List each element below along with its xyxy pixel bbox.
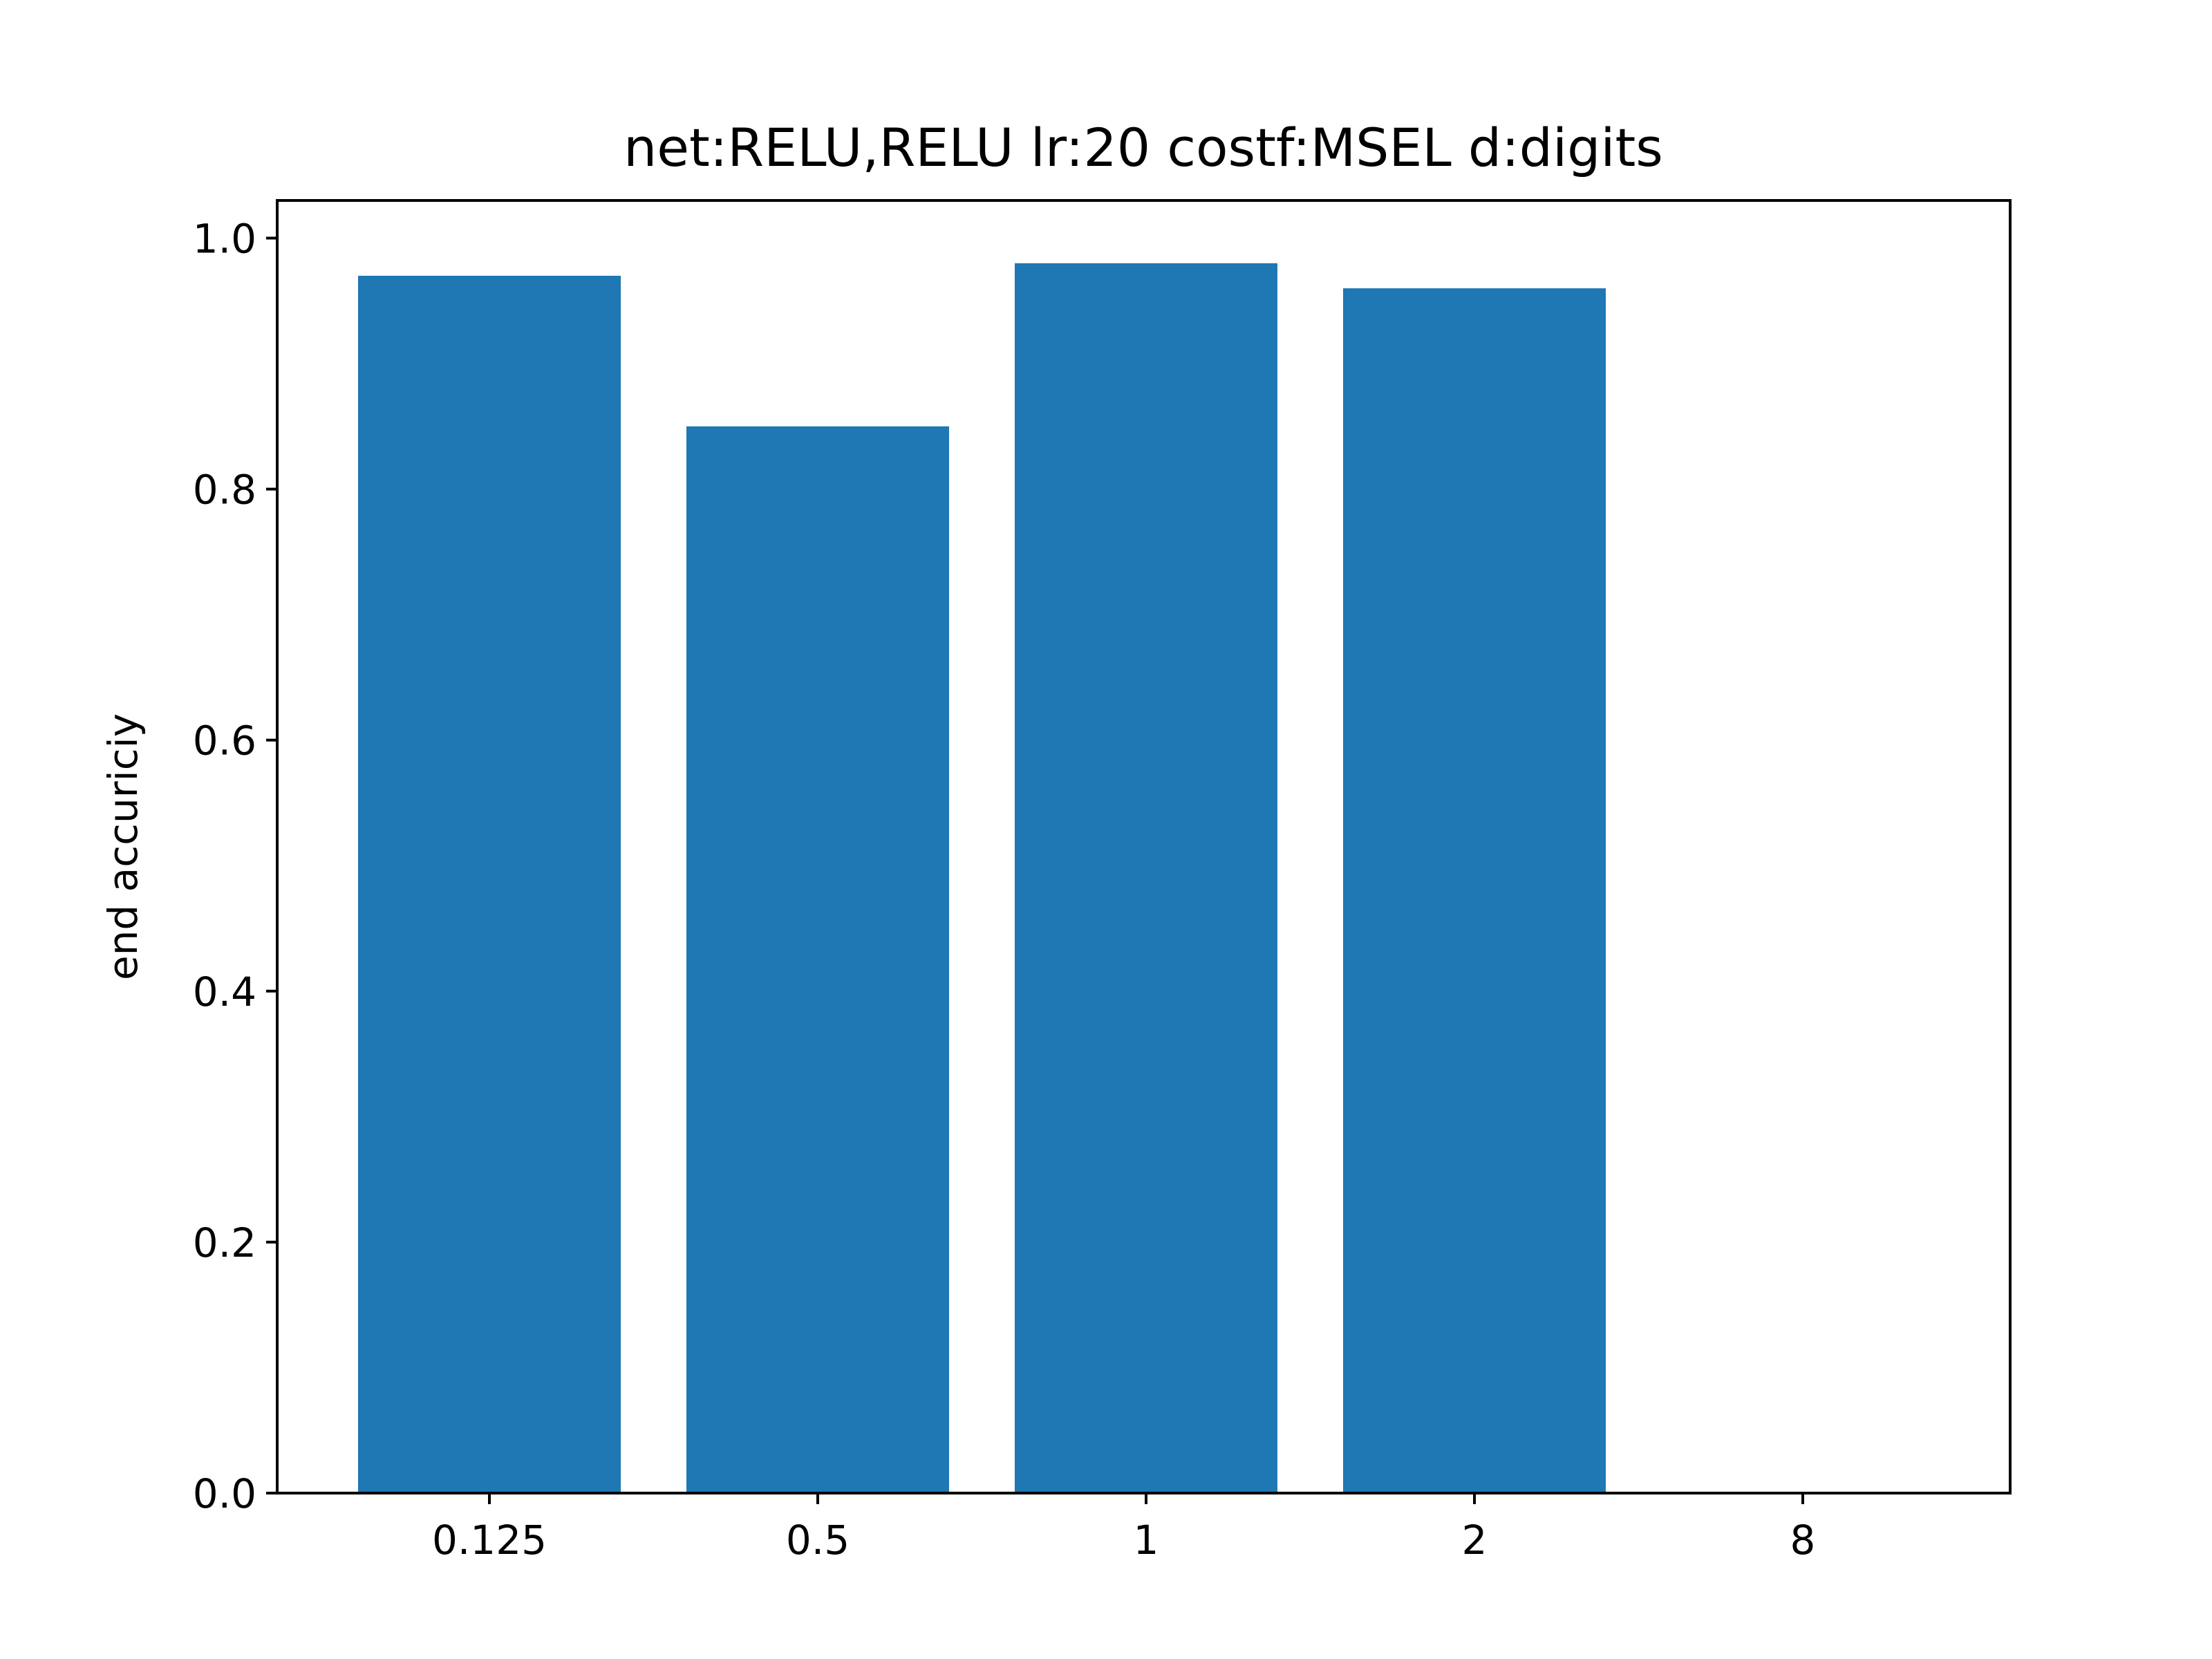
y-axis-label: end accuriciy [100,713,147,980]
x-tick-label: 0.5 [786,1517,850,1564]
bar-0.125 [358,275,621,1494]
x-tick-label: 0.125 [432,1517,547,1564]
x-tick-label: 1 [1134,1517,1159,1564]
bar-1 [1015,263,1277,1493]
x-tick-label: 2 [1462,1517,1488,1564]
y-tick-label: 0.2 [193,1219,256,1266]
bars-layer [358,263,1606,1494]
chart-title: net:RELU,RELU lr:20 costf:MSEL d:digits [624,117,1663,178]
x-axis: 0.125 0.5 1 2 8 [432,1493,1815,1564]
y-tick-label: 0.0 [193,1470,256,1517]
bar-2 [1343,288,1606,1493]
y-tick-label: 0.6 [193,718,256,765]
bar-0.5 [686,426,949,1493]
y-tick-label: 0.8 [193,467,256,514]
y-axis: 0.0 0.2 0.4 0.6 0.8 1.0 [193,215,277,1517]
plot-frame [276,199,2012,1494]
x-tick-label: 8 [1790,1517,1816,1564]
y-tick-label: 0.4 [193,968,256,1015]
y-tick-label: 1.0 [193,215,256,262]
